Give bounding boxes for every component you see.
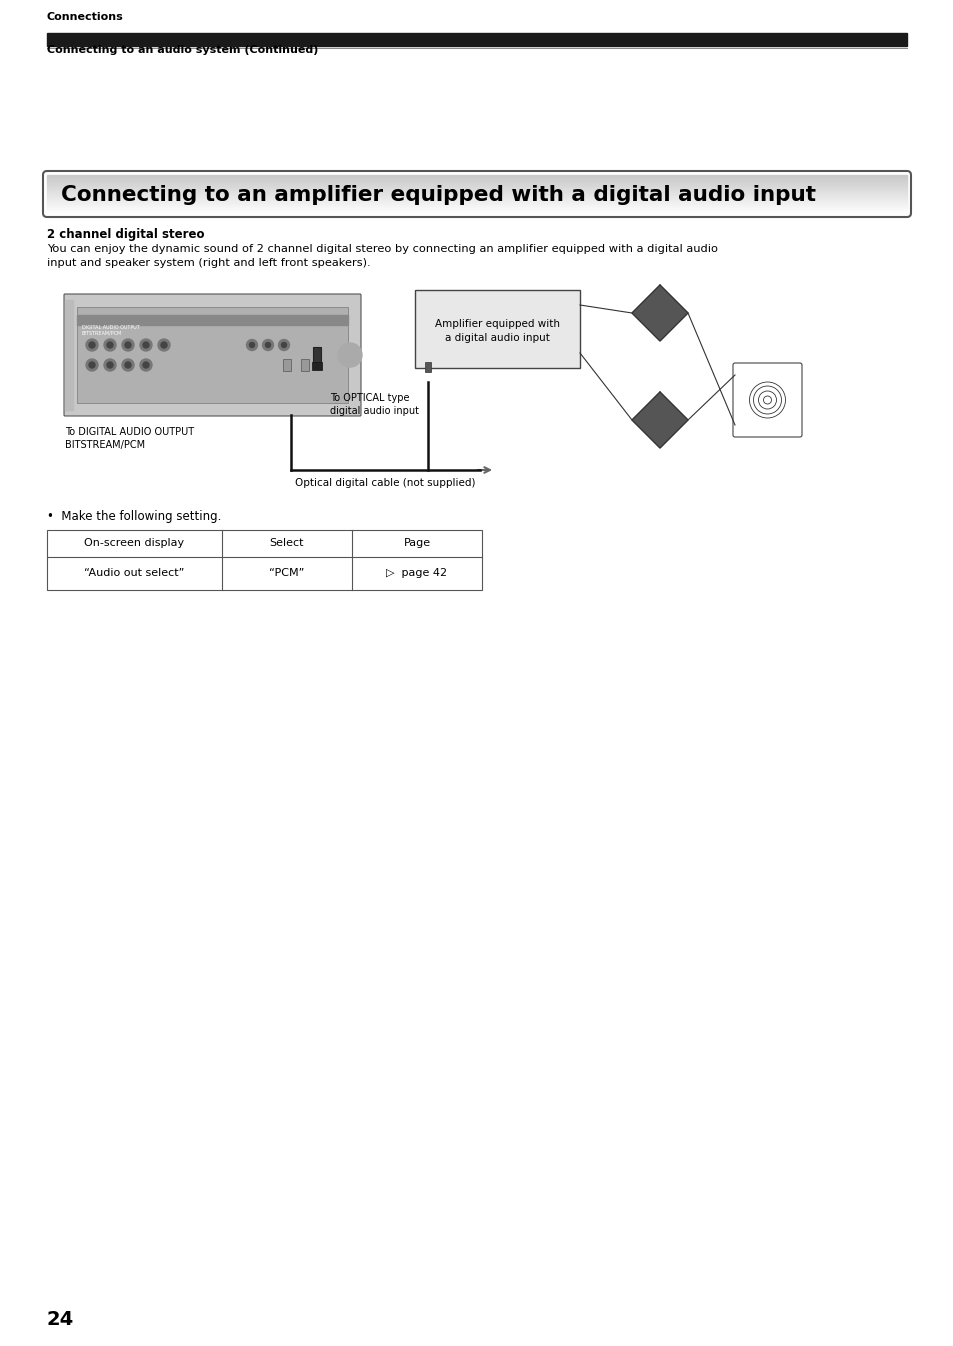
Circle shape — [104, 339, 116, 351]
Bar — [47, 530, 481, 557]
FancyBboxPatch shape — [732, 363, 801, 437]
Text: On-screen display: On-screen display — [85, 538, 184, 549]
Bar — [313, 347, 320, 365]
Circle shape — [107, 342, 112, 349]
Bar — [77, 315, 348, 324]
Circle shape — [262, 339, 274, 350]
Circle shape — [140, 359, 152, 371]
Text: Page: Page — [403, 538, 430, 549]
Circle shape — [337, 343, 361, 367]
Text: 2 channel digital stereo: 2 channel digital stereo — [47, 227, 204, 241]
Bar — [415, 289, 579, 367]
Bar — [283, 359, 291, 371]
Text: Select: Select — [270, 538, 304, 549]
Text: Optical digital cable (not supplied): Optical digital cable (not supplied) — [294, 478, 476, 489]
Circle shape — [122, 359, 133, 371]
Text: Connections: Connections — [47, 12, 124, 22]
Circle shape — [89, 342, 95, 349]
Text: 24: 24 — [47, 1310, 74, 1329]
Circle shape — [125, 342, 131, 349]
Bar — [65, 300, 73, 411]
Circle shape — [107, 362, 112, 367]
Text: To OPTICAL type
digital audio input: To OPTICAL type digital audio input — [330, 393, 418, 416]
Circle shape — [125, 362, 131, 367]
Text: DIGITAL AUDIO OUTPUT
BITSTREAM/PCM: DIGITAL AUDIO OUTPUT BITSTREAM/PCM — [82, 324, 139, 335]
Bar — [301, 359, 309, 371]
Bar — [424, 362, 431, 371]
Text: Amplifier equipped with
a digital audio input: Amplifier equipped with a digital audio … — [435, 319, 559, 343]
Circle shape — [246, 339, 257, 350]
Text: Connecting to an amplifier equipped with a digital audio input: Connecting to an amplifier equipped with… — [61, 184, 815, 205]
Circle shape — [158, 339, 170, 351]
Circle shape — [89, 362, 95, 367]
Text: •  Make the following setting.: • Make the following setting. — [47, 510, 221, 524]
Text: You can enjoy the dynamic sound of 2 channel digital stereo by connecting an amp: You can enjoy the dynamic sound of 2 cha… — [47, 244, 718, 254]
Bar — [77, 307, 348, 402]
Polygon shape — [631, 285, 687, 341]
Text: To DIGITAL AUDIO OUTPUT
BITSTREAM/PCM: To DIGITAL AUDIO OUTPUT BITSTREAM/PCM — [65, 427, 193, 450]
Circle shape — [86, 339, 98, 351]
Bar — [47, 34, 906, 46]
Circle shape — [86, 359, 98, 371]
Text: input and speaker system (right and left front speakers).: input and speaker system (right and left… — [47, 258, 370, 268]
Circle shape — [143, 362, 149, 367]
Circle shape — [281, 342, 286, 347]
Bar — [47, 530, 481, 590]
Circle shape — [161, 342, 167, 349]
Text: Connecting to an audio system (Continued): Connecting to an audio system (Continued… — [47, 44, 318, 55]
Circle shape — [143, 342, 149, 349]
Circle shape — [250, 342, 254, 347]
Bar — [312, 362, 322, 370]
Text: “Audio out select”: “Audio out select” — [84, 568, 185, 579]
Circle shape — [122, 339, 133, 351]
Circle shape — [104, 359, 116, 371]
FancyBboxPatch shape — [64, 293, 360, 416]
Text: ▷  page 42: ▷ page 42 — [386, 568, 447, 579]
Circle shape — [278, 339, 289, 350]
Bar — [47, 557, 481, 590]
Circle shape — [265, 342, 271, 347]
Circle shape — [140, 339, 152, 351]
Polygon shape — [631, 392, 687, 448]
Text: “PCM”: “PCM” — [269, 568, 304, 579]
